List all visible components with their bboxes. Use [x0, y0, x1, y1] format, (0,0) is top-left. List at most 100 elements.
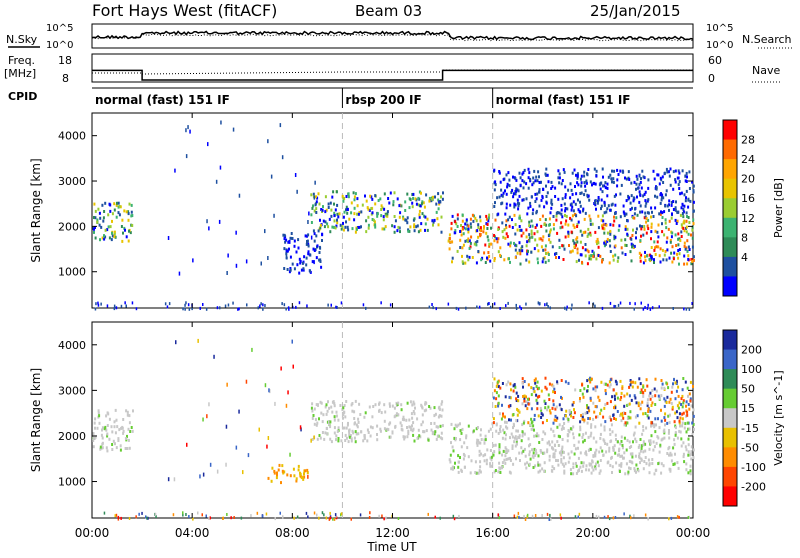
noise-cell — [138, 512, 140, 516]
data-cell — [451, 240, 454, 244]
noise-cell — [106, 304, 109, 308]
data-cell — [529, 204, 532, 208]
data-cell — [528, 171, 531, 175]
data-cell — [687, 443, 690, 447]
data-cell — [374, 202, 377, 206]
data-cell — [598, 183, 601, 187]
data-cell — [526, 252, 529, 256]
data-cell — [393, 406, 396, 410]
data-cell — [413, 439, 416, 443]
data-cell — [675, 410, 678, 414]
data-cell — [577, 440, 580, 444]
data-cell — [382, 215, 385, 219]
data-cell — [663, 404, 666, 408]
data-cell — [351, 429, 354, 433]
data-cell — [106, 434, 109, 438]
data-cell — [588, 198, 591, 202]
data-cell — [620, 412, 622, 416]
data-cell — [92, 445, 95, 449]
data-cell — [678, 171, 681, 175]
data-cell — [530, 427, 533, 431]
data-cell — [628, 178, 631, 181]
data-cell — [424, 228, 426, 232]
data-cell — [562, 456, 565, 460]
data-cell — [367, 431, 370, 434]
data-cell — [126, 413, 129, 417]
data-cell — [579, 397, 581, 400]
data-cell — [558, 451, 561, 455]
data-cell — [421, 200, 424, 204]
data-cell — [599, 446, 602, 450]
data-cell — [338, 212, 341, 216]
data-cell — [662, 258, 665, 262]
data-cell — [543, 469, 546, 473]
data-cell — [420, 202, 423, 206]
data-cell — [672, 187, 675, 191]
data-cell — [666, 421, 669, 425]
data-cell — [482, 226, 485, 230]
data-cell — [333, 426, 336, 430]
noise-cell — [287, 306, 290, 310]
data-cell — [347, 195, 350, 199]
noise-cell — [269, 389, 271, 394]
colorbar-swatch — [723, 178, 737, 199]
data-cell — [532, 451, 535, 455]
data-cell — [518, 241, 521, 245]
data-cell — [582, 231, 585, 235]
noise-cell — [497, 513, 499, 517]
data-cell — [451, 214, 454, 218]
data-cell — [496, 196, 499, 200]
data-cell — [433, 421, 436, 425]
data-cell — [673, 462, 676, 466]
data-cell — [497, 237, 500, 241]
data-cell — [376, 433, 378, 436]
data-cell — [638, 452, 641, 456]
data-cell — [628, 459, 631, 463]
data-cell — [332, 400, 335, 404]
noise-cell — [182, 513, 184, 517]
data-cell — [124, 437, 127, 441]
data-cell — [665, 167, 668, 171]
data-cell — [551, 185, 554, 189]
data-cell — [608, 239, 611, 243]
data-cell — [499, 425, 502, 429]
data-cell — [396, 197, 399, 201]
data-cell — [540, 416, 543, 419]
data-cell — [113, 202, 116, 206]
data-cell — [646, 403, 649, 407]
noise-cell — [237, 307, 239, 311]
noise-cell — [676, 515, 679, 519]
data-cell — [503, 458, 506, 462]
data-cell — [594, 454, 597, 458]
data-cell — [407, 429, 410, 433]
noise-cell — [208, 402, 210, 407]
data-cell — [333, 214, 336, 218]
data-cell — [350, 437, 353, 441]
data-cell — [313, 249, 316, 252]
data-cell — [316, 244, 319, 248]
data-cell — [632, 380, 634, 384]
data-cell — [531, 224, 534, 228]
data-cell — [619, 398, 622, 402]
data-cell — [514, 444, 517, 448]
data-cell — [548, 217, 551, 221]
data-cell — [495, 429, 498, 433]
data-cell — [679, 424, 681, 428]
data-cell — [502, 178, 505, 182]
noise-cell — [280, 366, 282, 371]
data-cell — [423, 214, 426, 218]
data-cell — [466, 254, 469, 258]
data-cell — [398, 204, 401, 208]
data-cell — [318, 251, 321, 254]
data-cell — [587, 417, 590, 420]
data-cell — [660, 386, 663, 390]
data-cell — [687, 216, 690, 219]
data-cell — [450, 221, 453, 225]
data-cell — [303, 472, 305, 476]
data-cell — [628, 440, 631, 444]
data-cell — [128, 421, 131, 425]
data-cell — [602, 219, 605, 223]
data-cell — [692, 184, 695, 188]
